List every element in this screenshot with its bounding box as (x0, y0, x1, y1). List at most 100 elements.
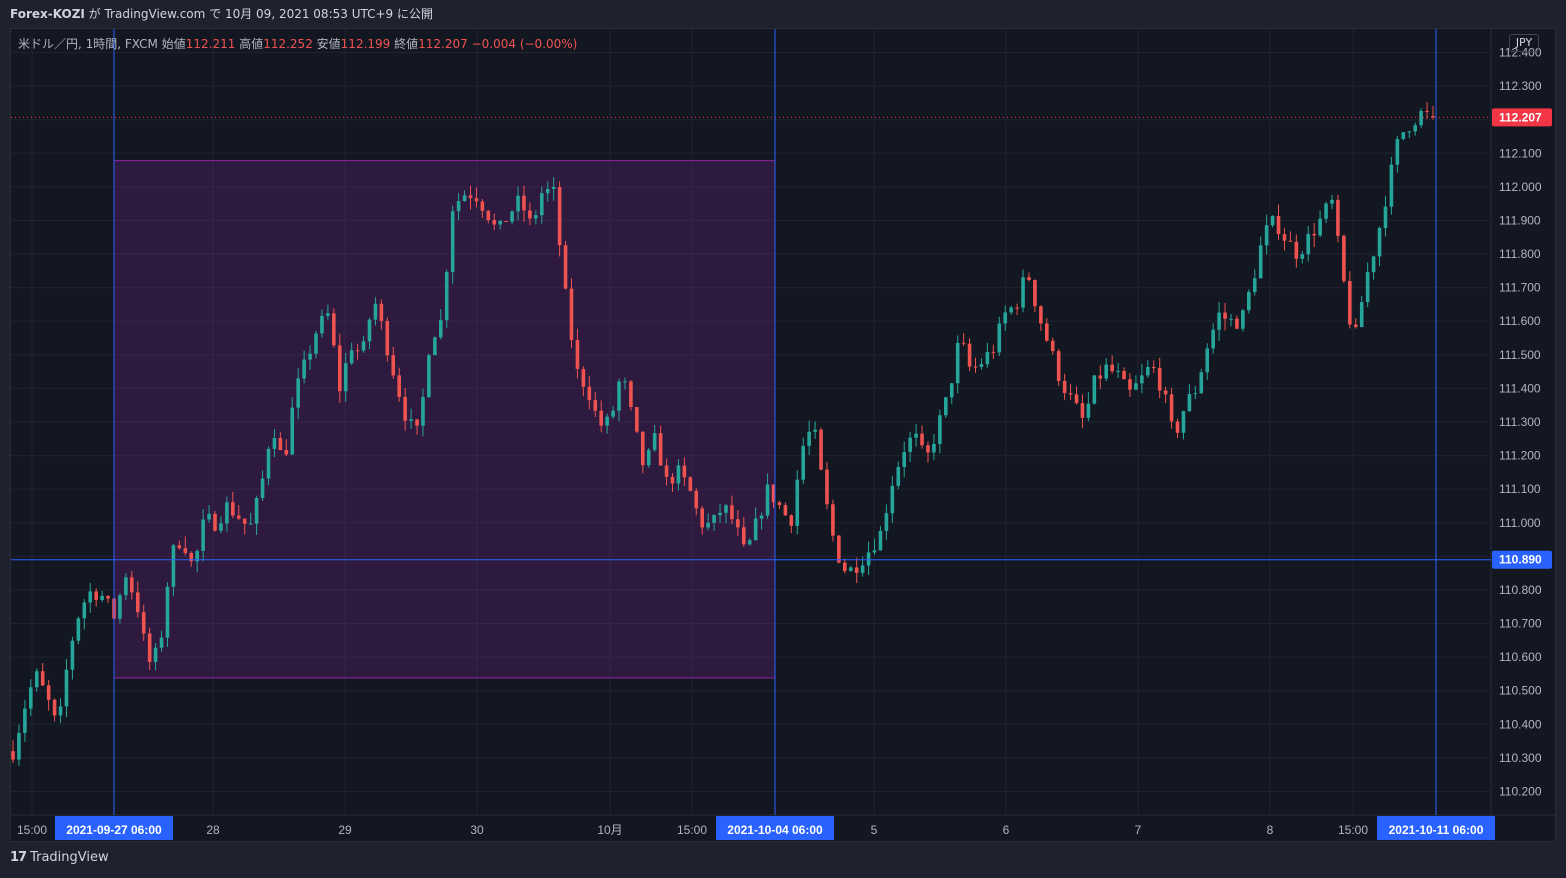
candle-down (730, 505, 734, 520)
candle-up (848, 567, 853, 572)
candle-up (539, 193, 544, 216)
candle-down (694, 490, 699, 509)
candle-up (718, 512, 722, 516)
candle-up (765, 484, 770, 516)
ohlc-legend: 米ドル／円, 1時間, FXCM 始値112.211 高値112.252 安値1… (18, 35, 577, 52)
candle-up (878, 530, 883, 551)
candle-up (1330, 199, 1334, 204)
candle-down (1056, 351, 1061, 381)
candle-up (1389, 164, 1394, 207)
candle-up (118, 595, 122, 619)
candle-up (795, 479, 800, 526)
candle-up (510, 211, 514, 222)
candle-down (1157, 367, 1162, 391)
candle-down (1050, 340, 1055, 352)
candle-down (492, 220, 497, 225)
candle-up (1419, 110, 1423, 126)
candle-down (1342, 235, 1346, 282)
candle-up (1306, 233, 1311, 255)
candle-down (842, 562, 847, 572)
x-tick-label: 10月 (597, 823, 622, 837)
candle-down (599, 410, 604, 426)
candle-down (682, 465, 687, 478)
candle-down (403, 396, 407, 421)
candle-up (498, 220, 502, 225)
candle-up (82, 602, 87, 619)
x-tick-label: 30 (470, 823, 484, 837)
candle-down (1027, 277, 1031, 280)
candle-up (438, 320, 443, 338)
y-tick-label: 111.000 (1499, 516, 1541, 530)
close-label: 終値 (394, 37, 419, 51)
candle-up (908, 437, 912, 452)
crosshair-price-tag (1492, 550, 1552, 569)
currency-button[interactable]: JPY (1509, 34, 1539, 52)
candle-down (741, 527, 746, 545)
footer-brand[interactable]: 17 TradingView (10, 850, 109, 865)
candle-up (450, 211, 455, 272)
candle-down (231, 502, 235, 516)
candle-down (189, 552, 194, 562)
candle-up (1252, 278, 1257, 292)
candle-down (213, 513, 217, 531)
y-tick-label: 110.700 (1499, 617, 1542, 631)
candle-up (444, 271, 449, 321)
candle-down (504, 220, 508, 222)
candle-down (658, 433, 663, 466)
candle-up (1383, 206, 1388, 228)
candle-down (640, 431, 645, 466)
y-tick-label: 111.300 (1499, 415, 1541, 429)
change-value: −0.004 (−0.00%) (471, 37, 578, 51)
candle-up (427, 355, 431, 398)
candle-up (225, 502, 229, 524)
y-tick-label: 110.500 (1499, 684, 1542, 698)
price-chart[interactable]: 112.400112.300112.200112.100112.000111.9… (11, 29, 1557, 843)
candle-up (326, 313, 330, 316)
candle-up (1318, 218, 1322, 236)
candle-down (629, 381, 633, 408)
candle-up (646, 449, 651, 466)
y-tick-label: 111.500 (1499, 348, 1541, 362)
candle-up (1395, 138, 1400, 165)
candle-up (343, 363, 348, 392)
candle-up (421, 397, 425, 426)
candle-down (926, 445, 930, 453)
candle-down (1276, 215, 1281, 235)
candle-up (159, 637, 164, 648)
candle-down (961, 342, 966, 344)
candle-down (52, 699, 57, 716)
candle-down (40, 671, 45, 686)
y-tick-label: 110.300 (1499, 751, 1542, 765)
candle-up (1116, 370, 1120, 372)
candle-up (1413, 125, 1417, 132)
candle-up (1407, 131, 1412, 133)
candle-down (1223, 312, 1227, 319)
candle-down (528, 210, 532, 219)
y-tick-label: 111.400 (1499, 381, 1541, 395)
candle-up (801, 445, 806, 480)
candle-up (914, 433, 918, 438)
candle-down (664, 465, 669, 477)
candle-down (1080, 403, 1085, 418)
candle-up (813, 429, 817, 432)
candle-down (1431, 115, 1435, 118)
low-value: 112.199 (340, 37, 391, 51)
publisher-name[interactable]: Forex-KOZI (10, 7, 85, 21)
candle-up (1193, 393, 1198, 395)
x-tick-label: 6 (1003, 823, 1010, 837)
candle-down (557, 187, 562, 246)
chart-panel[interactable]: 112.400112.300112.200112.100112.000111.9… (10, 28, 1557, 843)
date-tag-label: 2021-10-11 06:00 (1389, 823, 1484, 837)
candle-up (551, 187, 556, 189)
open-label: 始値 (161, 37, 186, 51)
candle-up (1205, 348, 1210, 373)
candle-down (1045, 323, 1049, 341)
symbol-label[interactable]: 米ドル／円, 1時間, FXCM (18, 37, 158, 51)
candle-down (106, 595, 110, 599)
candle-up (1377, 227, 1382, 257)
candle-up (17, 733, 21, 760)
candle-down (1122, 370, 1126, 380)
x-tick-label: 8 (1267, 823, 1274, 837)
candle-up (100, 595, 104, 600)
candle-down (141, 612, 146, 634)
